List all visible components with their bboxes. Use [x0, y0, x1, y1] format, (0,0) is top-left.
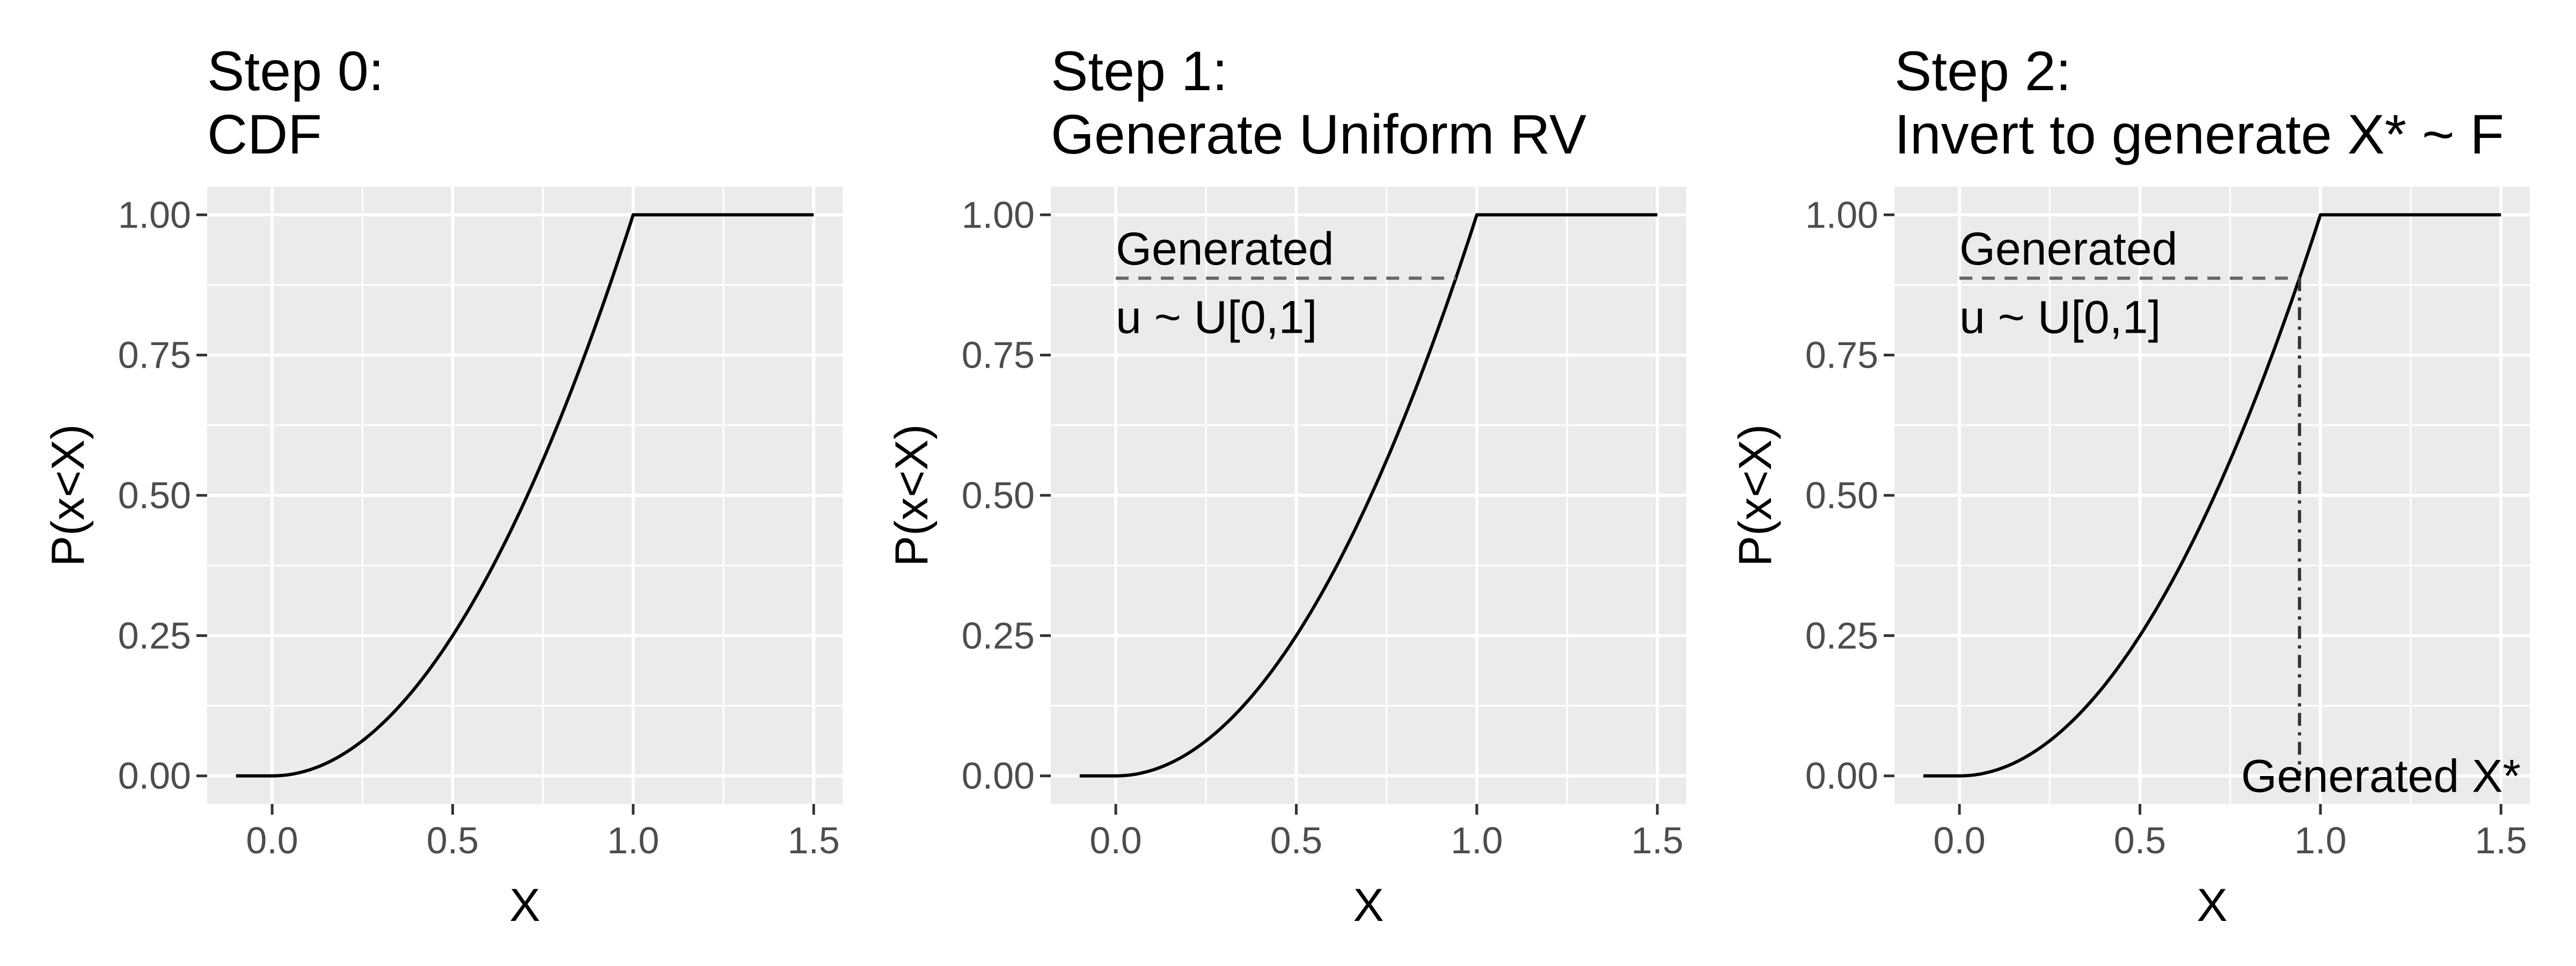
- x-tick-label: 1.5: [2475, 819, 2527, 861]
- y-tick-label: 0.50: [118, 474, 191, 516]
- chart-panel-1: Step 1:Generate Uniform RV 0.00 0.25 0.50 0.…: [886, 40, 1686, 931]
- annotation-label: Generated: [1116, 223, 1334, 275]
- x-tick-label: 0.0: [1089, 819, 1141, 861]
- x-tick-label: 0.0: [1933, 819, 1985, 861]
- y-tick-label: 0.25: [1805, 614, 1878, 656]
- y-tick-label: 1.00: [1805, 194, 1878, 236]
- y-tick-label: 0.50: [962, 474, 1035, 516]
- annotation-label: Generated: [1959, 223, 2177, 275]
- x-tick-label: 0.0: [246, 819, 298, 861]
- chart-title: Step 1:: [1051, 40, 1228, 103]
- x-tick-label: 0.5: [1270, 819, 1322, 861]
- chart-panel-2: Step 2:Invert to generate X* ~ F 0.00 0.25…: [1730, 40, 2530, 931]
- x-axis-title: X: [1353, 880, 1384, 931]
- x-tick-label: 0.5: [2114, 819, 2166, 861]
- cdf-curve: [1079, 213, 1658, 778]
- y-tick-label: 0.75: [118, 334, 191, 376]
- y-axis-title: P(x<X): [42, 424, 94, 566]
- x-axis-title: X: [2197, 880, 2227, 931]
- y-tick-label: 0.00: [1805, 755, 1878, 797]
- y-tick-label: 0.25: [118, 614, 191, 656]
- y-tick-label: 1.00: [118, 194, 191, 236]
- chart-title: Step 0:: [207, 40, 384, 103]
- y-tick-label: 0.00: [962, 755, 1035, 797]
- chart-title: Step 2:: [1894, 40, 2072, 103]
- chart-panel-0: Step 0:CDF 0.00 0.25 0.50 0.75 1.00 0.0 0.5 1.0 1…: [42, 40, 843, 931]
- cdf-curve: [1923, 213, 2501, 778]
- y-axis-title: P(x<X): [1730, 424, 1781, 566]
- x-tick-label: 1.5: [788, 819, 840, 861]
- y-tick-label: 0.25: [962, 614, 1035, 656]
- x-tick-label: 1.5: [1631, 819, 1684, 861]
- x-tick-label: 1.0: [607, 819, 659, 861]
- x-tick-label: 1.0: [1451, 819, 1503, 861]
- x-axis-title: X: [509, 880, 540, 931]
- x-tick-label: 1.0: [2294, 819, 2346, 861]
- annotation-label: u ~ U[0,1]: [1959, 292, 2161, 343]
- cdf-curve: [236, 213, 814, 778]
- annotation-label: Generated X*: [2241, 751, 2521, 802]
- y-tick-label: 0.75: [1805, 334, 1878, 376]
- x-tick-label: 0.5: [427, 819, 479, 861]
- y-tick-label: 0.75: [962, 334, 1035, 376]
- chart-subtitle: Invert to generate X* ~ F: [1894, 104, 2504, 166]
- annotation-label: u ~ U[0,1]: [1116, 292, 1317, 343]
- y-tick-label: 1.00: [962, 194, 1035, 236]
- chart-subtitle: CDF: [207, 104, 322, 166]
- y-axis-title: P(x<X): [886, 424, 938, 566]
- chart-subtitle: Generate Uniform RV: [1051, 104, 1586, 166]
- y-tick-label: 0.50: [1805, 474, 1878, 516]
- y-tick-label: 0.00: [118, 755, 191, 797]
